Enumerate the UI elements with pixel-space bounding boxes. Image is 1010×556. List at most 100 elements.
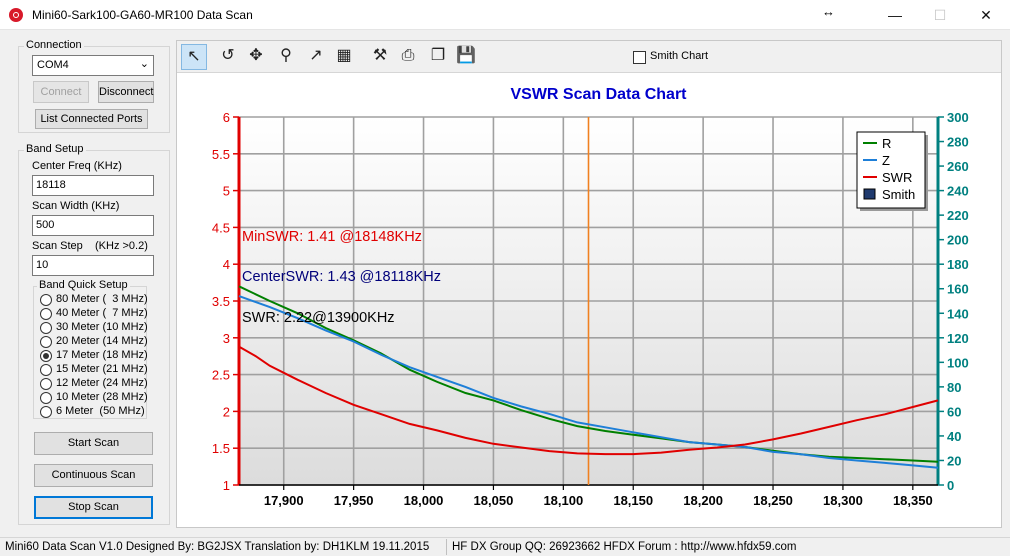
continuous-scan-button[interactable]: Continuous Scan — [34, 464, 153, 487]
band-radio[interactable] — [40, 322, 52, 334]
swr-annotation: SWR: 2.22@13900KHz — [242, 310, 395, 326]
window-title: Mini60-Sark100-GA60-MR100 Data Scan — [32, 8, 253, 22]
x-tick-label: 18,100 — [543, 493, 583, 508]
series-line-z — [238, 295, 939, 469]
undo-icon[interactable]: ↺ — [221, 47, 235, 64]
connection-group-title: Connection — [24, 39, 84, 51]
title-bar: Mini60-Sark100-GA60-MR100 Data Scan ↔ — … — [0, 0, 1010, 30]
band-radio[interactable] — [40, 350, 52, 362]
center-freq-label: Center Freq (KHz) — [32, 160, 122, 172]
legend-label-r: R — [882, 136, 891, 151]
band-radio-label: 20 Meter (14 MHz) — [56, 335, 148, 347]
y-left-tick-label: 6 — [223, 110, 230, 125]
y-left-tick-label: 2.5 — [212, 368, 230, 383]
band-radio[interactable] — [40, 392, 52, 404]
y-left-tick-label: 5.5 — [212, 147, 230, 162]
pointer-icon[interactable]: ↖ — [181, 44, 207, 70]
center-swr-annotation: CenterSWR: 1.43 @18118KHz — [242, 269, 441, 285]
x-tick-label: 18,000 — [404, 493, 444, 508]
resize-icon[interactable]: ↔ — [822, 4, 835, 19]
chart-toolbar: ↖ ↺ ✥ ⚲ ↗ ▦ ⚒ ⎙ ❐ 💾 Smith Chart — [177, 41, 1001, 73]
y-right-tick-label: 220 — [947, 208, 969, 223]
band-radio-label: 12 Meter (24 MHz) — [56, 377, 148, 389]
band-radio-label: 10 Meter (28 MHz) — [56, 391, 148, 403]
y-right-tick-label: 20 — [947, 453, 961, 468]
vswr-chart[interactable]: VSWR Scan Data Chart 1 1.5 2 2.5 3 3.5 4 4.5 5 5.5… — [177, 74, 1001, 527]
band-radio-label: 80 Meter ( 3 MHz) — [56, 293, 148, 305]
band-radio-label: 15 Meter (21 MHz) — [56, 363, 148, 375]
band-radio[interactable] — [40, 378, 52, 390]
band-radio-label: 6 Meter (50 MHz) — [56, 405, 145, 417]
pan-icon[interactable]: ✥ — [249, 47, 263, 64]
scan-step-label: Scan Step — [32, 240, 83, 252]
y-right-tick-label: 240 — [947, 184, 969, 199]
x-tick-label: 17,900 — [264, 493, 304, 508]
band-radio[interactable] — [40, 308, 52, 320]
close-button[interactable]: ✕ — [980, 7, 992, 23]
chevron-down-icon: ⌄ — [139, 58, 149, 70]
band-radio[interactable] — [40, 364, 52, 376]
minimize-button[interactable]: — — [888, 7, 902, 23]
legend-swatch-smith — [863, 188, 876, 200]
chart-panel: ↖ ↺ ✥ ⚲ ↗ ▦ ⚒ ⎙ ❐ 💾 Smith Chart VSWR Scan Data Ch… — [176, 40, 1002, 528]
connection-group: Connection — [18, 39, 170, 133]
band-setup-group-title: Band Setup — [24, 143, 86, 155]
min-swr-annotation: MinSWR: 1.41 @18148KHz — [242, 229, 422, 245]
port-select[interactable]: COM4 ⌄ — [32, 55, 154, 76]
status-separator — [446, 539, 447, 555]
scan-width-label: Scan Width (KHz) — [32, 200, 120, 212]
y-right-tick-label: 40 — [947, 429, 961, 444]
band-radio[interactable] — [40, 336, 52, 348]
x-tick-label: 17,950 — [334, 493, 374, 508]
band-radio-label: 17 Meter (18 MHz) — [56, 349, 148, 361]
legend-label-swr: SWR — [882, 170, 912, 185]
zoom-icon[interactable]: ⚲ — [280, 47, 292, 64]
center-freq-input[interactable]: 18118 — [32, 175, 154, 196]
scan-step-hint: (KHz >0.2) — [95, 240, 148, 252]
y-left-tick-label: 4.5 — [212, 220, 230, 235]
band-radio[interactable] — [40, 406, 52, 418]
connect-button[interactable]: Connect — [33, 81, 89, 103]
status-group-info: HF DX Group QQ: 26923662 HFDX Forum : ht… — [452, 541, 797, 553]
y-right-tick-label: 0 — [947, 478, 954, 493]
print-icon[interactable]: ⎙ — [401, 47, 415, 64]
x-tick-label: 18,250 — [753, 493, 793, 508]
status-credits: Mini60 Data Scan V1.0 Designed By: BG2JS… — [5, 541, 430, 553]
scan-width-input[interactable]: 500 — [32, 215, 154, 236]
status-bar: Mini60 Data Scan V1.0 Designed By: BG2JS… — [0, 537, 1010, 556]
y-right-tick-label: 180 — [947, 257, 969, 272]
start-scan-button[interactable]: Start Scan — [34, 432, 153, 455]
disconnect-button[interactable]: Disconnect — [98, 81, 154, 103]
y-right-tick-label: 60 — [947, 404, 961, 419]
app-icon — [9, 8, 23, 22]
x-tick-label: 18,150 — [613, 493, 653, 508]
smith-chart-label: Smith Chart — [650, 50, 709, 62]
copy-icon[interactable]: ❐ — [430, 47, 446, 64]
legend-label-smith: Smith — [882, 187, 915, 202]
legend-label-z: Z — [882, 153, 890, 168]
y-left-tick-label: 4 — [223, 257, 230, 272]
settings-icon[interactable]: ⚒ — [372, 47, 388, 64]
y-right-tick-label: 160 — [947, 282, 969, 297]
stop-scan-button[interactable]: Stop Scan — [34, 496, 153, 519]
y-right-tick-label: 140 — [947, 306, 969, 321]
x-tick-label: 18,050 — [474, 493, 514, 508]
maximize-button[interactable]: ☐ — [933, 7, 947, 23]
x-tick-label: 18,300 — [823, 493, 863, 508]
grid-icon[interactable]: ▦ — [336, 47, 352, 64]
y-left-tick-label: 1 — [223, 478, 230, 493]
y-right-tick-label: 260 — [947, 159, 969, 174]
band-radio-label: 40 Meter ( 7 MHz) — [56, 307, 148, 319]
export-icon[interactable]: ↗ — [309, 47, 323, 64]
scan-step-input[interactable]: 10 — [32, 255, 154, 276]
list-ports-button[interactable]: List Connected Ports — [35, 109, 148, 129]
y-right-tick-label: 300 — [947, 110, 969, 125]
y-right-tick-label: 280 — [947, 135, 969, 150]
port-select-value: COM4 — [37, 59, 69, 71]
save-icon[interactable]: 💾 — [456, 47, 476, 64]
band-setup-group: Band Setup — [18, 143, 170, 525]
y-right-tick-label: 80 — [947, 380, 961, 395]
smith-chart-checkbox[interactable] — [633, 51, 646, 64]
band-radio[interactable] — [40, 294, 52, 306]
x-tick-label: 18,200 — [683, 493, 723, 508]
